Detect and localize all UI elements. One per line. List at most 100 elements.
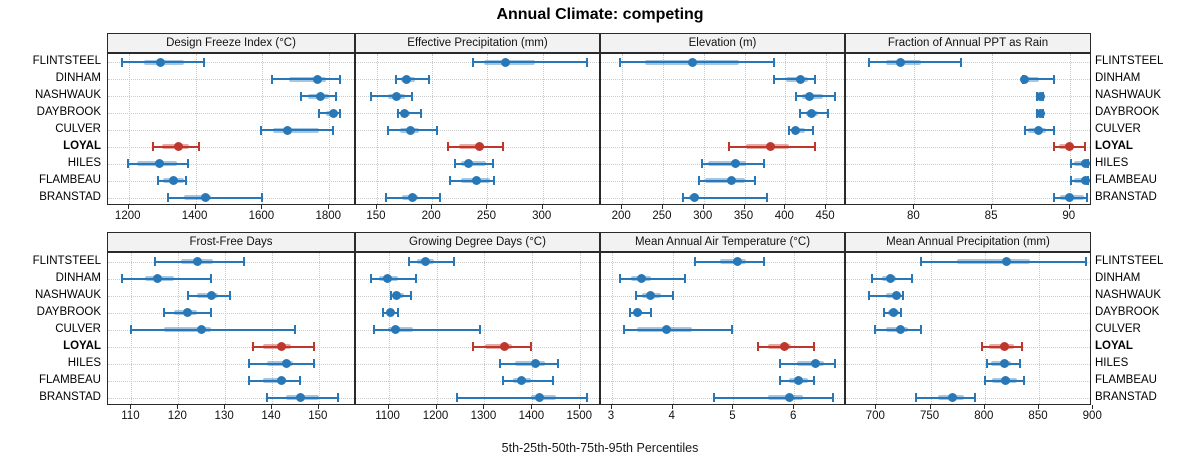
gridline-horizontal xyxy=(108,113,354,115)
gridline-vertical xyxy=(128,54,130,204)
row-label-left: DAYBROOK xyxy=(36,106,101,119)
chart-caption: 5th-25th-50th-75th-95th Percentiles xyxy=(501,441,699,455)
panel xyxy=(845,53,1091,205)
panel-strip-label: Design Freeze Index (°C) xyxy=(166,37,296,49)
whisker-cap xyxy=(1020,342,1023,351)
whisker-cap xyxy=(502,376,505,385)
median-dot xyxy=(407,193,417,203)
axis-tick xyxy=(732,405,734,409)
whisker-cap xyxy=(396,308,399,317)
median-dot xyxy=(1035,91,1045,101)
axis-tick xyxy=(702,205,704,209)
median-dot xyxy=(386,308,396,317)
axis-tick xyxy=(1038,405,1040,409)
gridline-horizontal xyxy=(108,380,354,382)
whisker-cap xyxy=(438,193,441,203)
whisker-cap xyxy=(396,108,399,118)
whisker xyxy=(695,260,765,263)
axis-tick xyxy=(929,405,931,409)
axis-tick-label: 750 xyxy=(919,410,940,422)
whisker xyxy=(371,95,413,98)
row-label-right: CULVER xyxy=(1095,123,1141,135)
gridline-horizontal xyxy=(108,312,354,314)
axis-tick-label: 3 xyxy=(607,410,615,422)
median-dot xyxy=(168,176,178,186)
gridline-horizontal xyxy=(356,295,599,297)
whisker-cap xyxy=(983,376,986,385)
whisker-cap xyxy=(338,74,341,84)
row-label-left: FLINTSTEEL xyxy=(32,254,101,267)
iqr-band xyxy=(262,378,287,383)
panel-strip: Mean Annual Air Temperature (°C) xyxy=(600,232,845,252)
median-dot xyxy=(1035,108,1045,118)
axis-tick-label: 1400 xyxy=(518,410,545,422)
median-dot xyxy=(632,308,642,317)
whisker-cap xyxy=(900,308,903,317)
whisker-cap xyxy=(259,125,262,135)
whisker xyxy=(1071,179,1089,182)
row-label-left: FLAMBEAU xyxy=(39,373,101,386)
iqr-band xyxy=(797,361,824,366)
whisker-cap xyxy=(834,91,837,101)
gridline-vertical xyxy=(532,253,534,404)
whisker-cap xyxy=(369,274,372,283)
iqr-band xyxy=(1023,76,1039,82)
whisker-cap xyxy=(202,57,205,67)
row-label-right: FLAMBEAU xyxy=(1095,373,1157,386)
whisker-cap xyxy=(472,57,475,67)
iqr-band xyxy=(289,76,326,82)
iqr-band xyxy=(262,344,291,349)
panel-strip: Elevation (m) xyxy=(600,33,845,53)
median-dot xyxy=(281,359,291,368)
whisker-cap xyxy=(694,257,697,266)
whisker-cap xyxy=(1018,359,1021,368)
axis-tick-label: 1200 xyxy=(422,410,449,422)
whisker-cap xyxy=(210,308,213,317)
median-dot xyxy=(1001,257,1011,266)
whisker xyxy=(370,277,416,280)
whisker-cap xyxy=(1053,125,1056,135)
whisker-cap xyxy=(185,176,188,186)
whisker-cap xyxy=(294,325,297,334)
iqr-band xyxy=(707,161,747,167)
whisker-cap xyxy=(671,291,674,300)
whisker xyxy=(916,396,976,399)
median-dot xyxy=(295,393,305,402)
gridline-vertical xyxy=(733,253,735,404)
whisker-cap xyxy=(1023,125,1026,135)
whisker-cap xyxy=(730,325,733,334)
whisker xyxy=(788,129,813,131)
gridline-horizontal xyxy=(601,113,844,115)
whisker-cap xyxy=(813,142,816,152)
gridline-vertical xyxy=(318,253,320,404)
whisker xyxy=(499,362,558,365)
whisker-cap xyxy=(1053,74,1056,84)
whisker-cap xyxy=(980,342,983,351)
whisker-cap xyxy=(1053,193,1056,203)
whisker-cap xyxy=(794,91,797,101)
row-label-right: NASHWAUK xyxy=(1095,288,1162,301)
median-dot xyxy=(885,274,895,283)
axis-tick-label: 250 xyxy=(476,210,497,222)
whisker-cap xyxy=(919,325,922,334)
median-dot xyxy=(766,142,776,152)
median-dot xyxy=(690,193,700,203)
whisker-cap xyxy=(247,359,250,368)
axis-tick xyxy=(317,405,319,409)
whisker xyxy=(248,379,301,382)
axis-tick xyxy=(271,405,272,409)
whisker-cap xyxy=(242,257,245,266)
gridline-horizontal xyxy=(108,130,354,131)
whisker-cap xyxy=(186,159,189,169)
whisker-cap xyxy=(408,257,411,266)
median-dot xyxy=(500,57,510,67)
whisker-cap xyxy=(313,359,316,368)
gridline-horizontal xyxy=(846,163,1090,165)
whisker-cap xyxy=(1053,142,1056,152)
whisker xyxy=(1023,78,1055,81)
whisker-cap xyxy=(867,291,870,300)
row-label-right: HILES xyxy=(1095,156,1129,169)
whisker-cap xyxy=(960,57,962,67)
whisker-cap xyxy=(833,359,836,368)
